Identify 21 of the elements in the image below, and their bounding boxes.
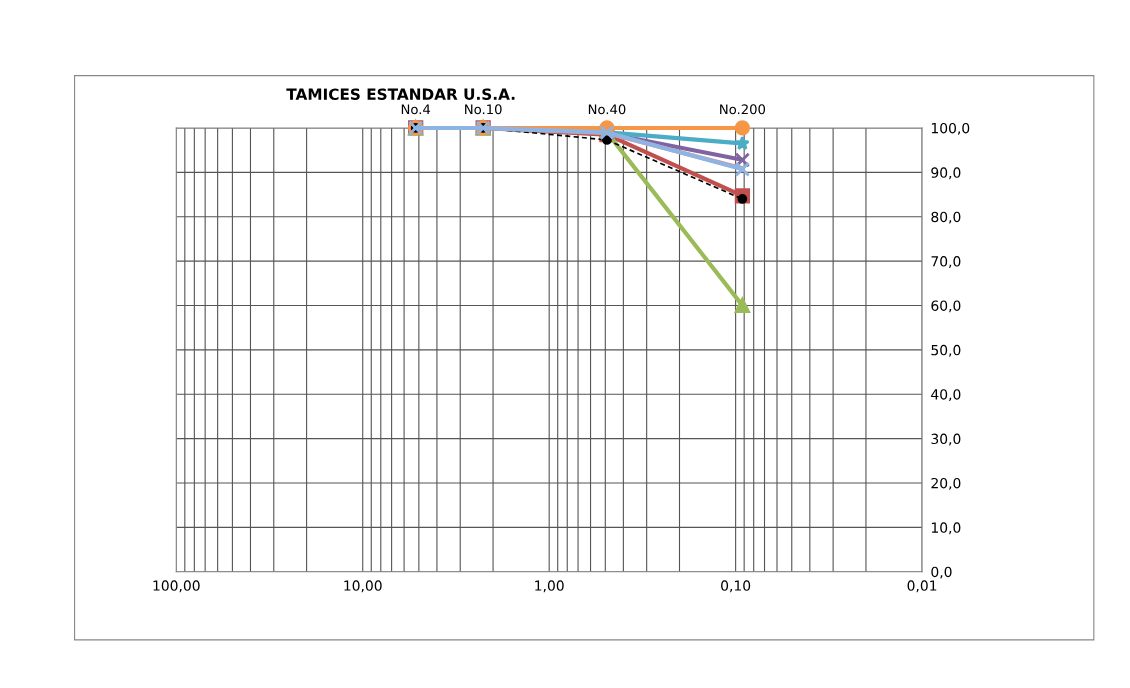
annotation: No.40: [588, 104, 626, 115]
x-tick-label: 0,01: [907, 580, 937, 593]
y-tick-label: 90,0: [931, 167, 961, 180]
x-tick-label: 0,10: [721, 580, 751, 593]
y-tick-label: 50,0: [931, 344, 961, 357]
y-tick-label: 10,0: [931, 522, 961, 535]
annotation: No.10: [465, 104, 502, 115]
y-tick-label: 20,0: [931, 477, 961, 490]
y-tick-label: 80,0: [931, 211, 961, 224]
annotation: No.200: [720, 104, 766, 115]
chart-title: TAMICES ESTANDAR U.S.A.: [286, 88, 515, 100]
x-tick-label: 100,00: [153, 580, 200, 593]
y-tick-label: 60,0: [931, 300, 961, 313]
x-tick-label: 10,00: [344, 580, 382, 593]
y-tick-label: 0,0: [931, 566, 952, 579]
x-tick-label: 1,00: [535, 580, 564, 593]
y-tick-label: 30,0: [931, 433, 961, 446]
y-tick-label: 70,0: [931, 256, 961, 268]
y-tick-label: 40,0: [931, 389, 961, 402]
y-tick-label: 100,0: [931, 122, 970, 135]
annotation: No.4: [401, 104, 431, 115]
